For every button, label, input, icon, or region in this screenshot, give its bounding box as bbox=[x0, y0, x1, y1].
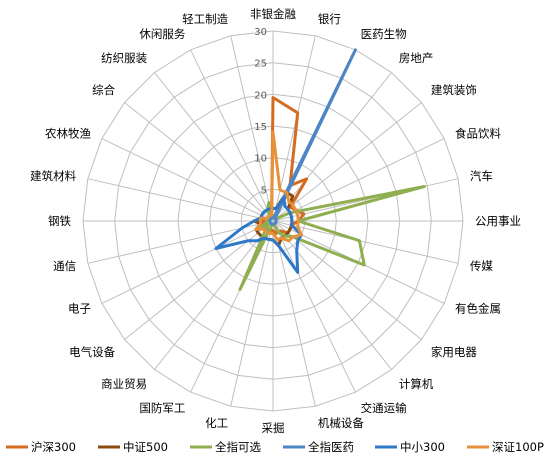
category-label: 家用电器 bbox=[431, 345, 477, 359]
legend-label: 深证100P bbox=[492, 440, 544, 454]
category-label: 银行 bbox=[318, 12, 341, 26]
legend-item[interactable]: 全指可选 bbox=[190, 440, 261, 454]
radial-tick-label: 20 bbox=[254, 90, 267, 101]
series-line bbox=[254, 130, 303, 243]
series-line bbox=[214, 196, 303, 274]
legend-label: 全指可选 bbox=[215, 440, 261, 454]
legend-label: 沪深300 bbox=[31, 440, 76, 454]
category-label: 汽车 bbox=[470, 169, 493, 183]
grid-spoke bbox=[154, 72, 274, 222]
category-label: 房地产 bbox=[399, 51, 434, 65]
series-line bbox=[268, 48, 357, 226]
category-label: 有色金属 bbox=[455, 302, 501, 316]
grid-spoke bbox=[190, 49, 274, 222]
grid-spoke bbox=[230, 220, 274, 407]
grid-spoke bbox=[101, 220, 274, 304]
radar-grid bbox=[82, 30, 464, 412]
category-label: 商业贸易 bbox=[101, 377, 147, 391]
radial-tick-label: 10 bbox=[254, 154, 267, 165]
grid-spoke bbox=[230, 35, 274, 222]
category-label: 钢铁 bbox=[48, 214, 71, 228]
category-label: 化工 bbox=[205, 416, 228, 430]
grid-spoke bbox=[272, 220, 392, 370]
category-label: 纺织服装 bbox=[101, 51, 147, 65]
grid-spoke bbox=[272, 220, 459, 264]
category-label: 非银金融 bbox=[250, 7, 296, 21]
legend-label: 全指医药 bbox=[308, 440, 354, 454]
radial-tick-label: 5 bbox=[261, 185, 267, 196]
grid-spoke bbox=[87, 178, 274, 222]
category-label: 计算机 bbox=[399, 377, 434, 391]
grid-spoke bbox=[272, 138, 445, 222]
grid-spoke bbox=[272, 220, 356, 393]
legend-item[interactable]: 中小300 bbox=[375, 440, 445, 454]
radial-tick-label: 30 bbox=[254, 27, 267, 38]
category-label: 轻工制造 bbox=[182, 12, 228, 26]
category-label: 电子 bbox=[68, 302, 91, 316]
category-label: 采掘 bbox=[262, 421, 285, 435]
grid-spoke bbox=[124, 102, 274, 222]
category-label: 农林牧渔 bbox=[45, 126, 91, 140]
category-label: 综合 bbox=[92, 83, 115, 97]
legend-item[interactable]: 中证500 bbox=[98, 440, 168, 454]
category-label: 国防军工 bbox=[139, 401, 185, 415]
legend[interactable]: 沪深300 中证500 全指可选 全指医药 中小300 深证100P bbox=[6, 440, 544, 454]
category-labels: 非银金融 银行医药生物房地产建筑装饰食品饮料汽车公用事业传媒有色金属家用电器计算机… bbox=[30, 7, 521, 435]
grid-spoke bbox=[272, 220, 316, 407]
grid-spoke bbox=[154, 220, 274, 370]
category-label: 休闲服务 bbox=[139, 27, 185, 41]
category-label: 交通运输 bbox=[361, 401, 407, 415]
category-label: 电气设备 bbox=[69, 345, 115, 359]
category-label: 建筑装饰 bbox=[431, 83, 477, 97]
radial-tick-label: 25 bbox=[254, 59, 267, 70]
category-label: 食品饮料 bbox=[455, 126, 501, 140]
category-label: 传媒 bbox=[470, 259, 493, 273]
legend-item[interactable]: 沪深300 bbox=[6, 440, 76, 454]
grid-spoke bbox=[101, 138, 274, 222]
legend-item[interactable]: 深证100P bbox=[467, 440, 544, 454]
grid-spoke bbox=[272, 102, 422, 222]
category-label: 通信 bbox=[53, 259, 76, 273]
series-lines bbox=[214, 48, 426, 291]
radial-tick-label: 15 bbox=[254, 122, 267, 133]
legend-label: 中小300 bbox=[400, 440, 445, 454]
legend-item[interactable]: 全指医药 bbox=[283, 440, 354, 454]
category-label: 建筑材料 bbox=[30, 169, 76, 183]
category-label: 医药生物 bbox=[361, 27, 407, 41]
category-label: 公用事业 bbox=[475, 214, 521, 228]
category-label: 机械设备 bbox=[318, 416, 364, 430]
legend-label: 中证500 bbox=[123, 440, 168, 454]
